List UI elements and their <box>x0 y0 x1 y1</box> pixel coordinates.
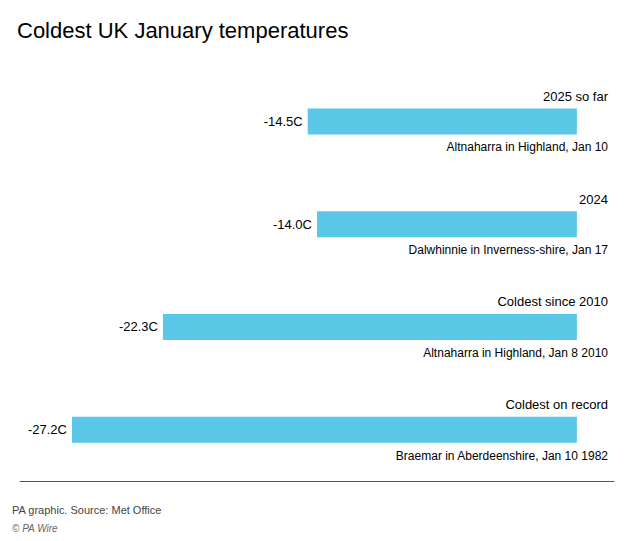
svg-text:Altnaharra in Highland, Jan 10: Altnaharra in Highland, Jan 10 <box>447 140 609 154</box>
svg-text:Dalwhinnie in Inverness-shire,: Dalwhinnie in Inverness-shire, Jan 17 <box>409 243 609 257</box>
svg-text:© PA Wire: © PA Wire <box>12 523 58 534</box>
svg-text:-14.0C: -14.0C <box>273 217 312 232</box>
svg-text:Coldest since 2010: Coldest since 2010 <box>497 294 608 309</box>
svg-text:2025 so far: 2025 so far <box>543 89 609 104</box>
svg-text:2024: 2024 <box>579 192 608 207</box>
svg-text:-14.5C: -14.5C <box>264 114 303 129</box>
svg-text:Coldest on record: Coldest on record <box>505 397 608 412</box>
svg-text:-27.2C: -27.2C <box>28 422 67 437</box>
svg-text:PA graphic. Source: Met Office: PA graphic. Source: Met Office <box>12 504 161 516</box>
svg-text:-22.3C: -22.3C <box>119 319 158 334</box>
svg-text:Braemar in Aberdeenshire, Jan: Braemar in Aberdeenshire, Jan 10 1982 <box>396 449 608 463</box>
svg-text:Altnaharra in Highland, Jan 8: Altnaharra in Highland, Jan 8 2010 <box>423 346 608 360</box>
svg-text:Coldest UK January temperature: Coldest UK January temperatures <box>17 18 348 43</box>
